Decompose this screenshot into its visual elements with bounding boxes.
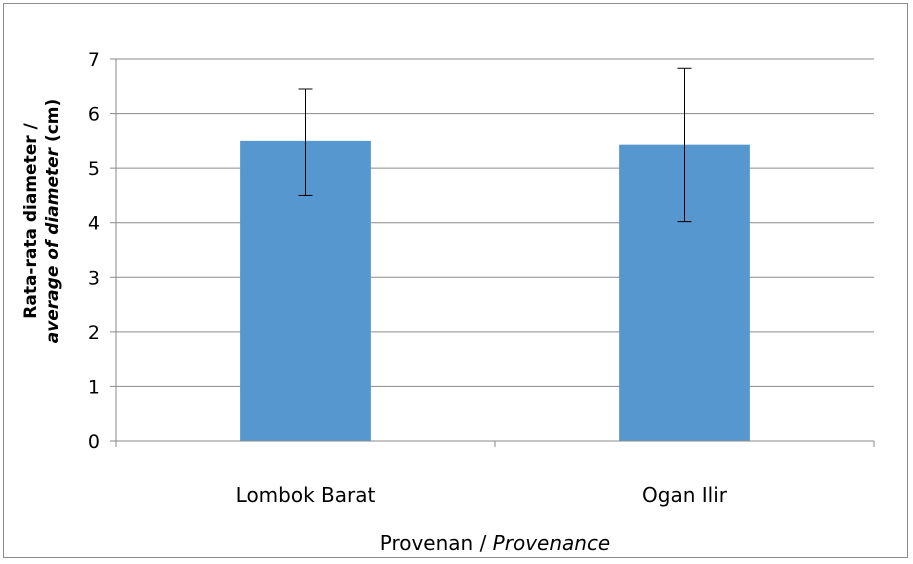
y-tick-label: 5 <box>88 158 100 180</box>
bar-series <box>240 140 750 442</box>
y-tick-label: 6 <box>88 104 100 126</box>
axes <box>110 58 875 447</box>
y-axis-label-line2-rest: (cm) <box>43 99 63 148</box>
gridlines <box>116 58 874 387</box>
y-axis-label-line1: Rata-rata diameter / <box>21 122 41 318</box>
x-category-label: Ogan Ilir <box>642 483 728 507</box>
error-bars <box>298 67 692 223</box>
y-axis-label-line2: average of diameter (cm) <box>43 99 63 344</box>
chart-frame: 0 1 2 3 4 5 6 7 Lombok Barat Ogan Ilir Provenan … <box>3 3 908 558</box>
y-tick-label: 0 <box>88 431 100 453</box>
y-tick-label: 7 <box>88 49 100 71</box>
bar-chart: 0 1 2 3 4 5 6 7 Lombok Barat Ogan Ilir Provenan … <box>21 49 875 555</box>
y-axis-label: Rata-rata diameter / average of diameter… <box>21 99 63 344</box>
y-tick-labels: 0 1 2 3 4 5 6 7 <box>88 49 100 453</box>
y-tick-label: 1 <box>88 376 100 398</box>
y-tick-label: 2 <box>88 322 100 344</box>
y-axis-label-line2-italic: average of diameter <box>43 146 63 343</box>
x-category-labels: Lombok Barat Ogan Ilir <box>236 483 728 507</box>
x-axis-label-main: Provenan / <box>380 531 493 555</box>
x-axis-label-italic: Provenance <box>493 531 611 555</box>
y-tick-label: 3 <box>88 267 100 289</box>
y-tick-label: 4 <box>88 213 100 235</box>
x-category-label: Lombok Barat <box>236 483 376 507</box>
x-axis-label: Provenan / Provenance <box>380 531 611 555</box>
